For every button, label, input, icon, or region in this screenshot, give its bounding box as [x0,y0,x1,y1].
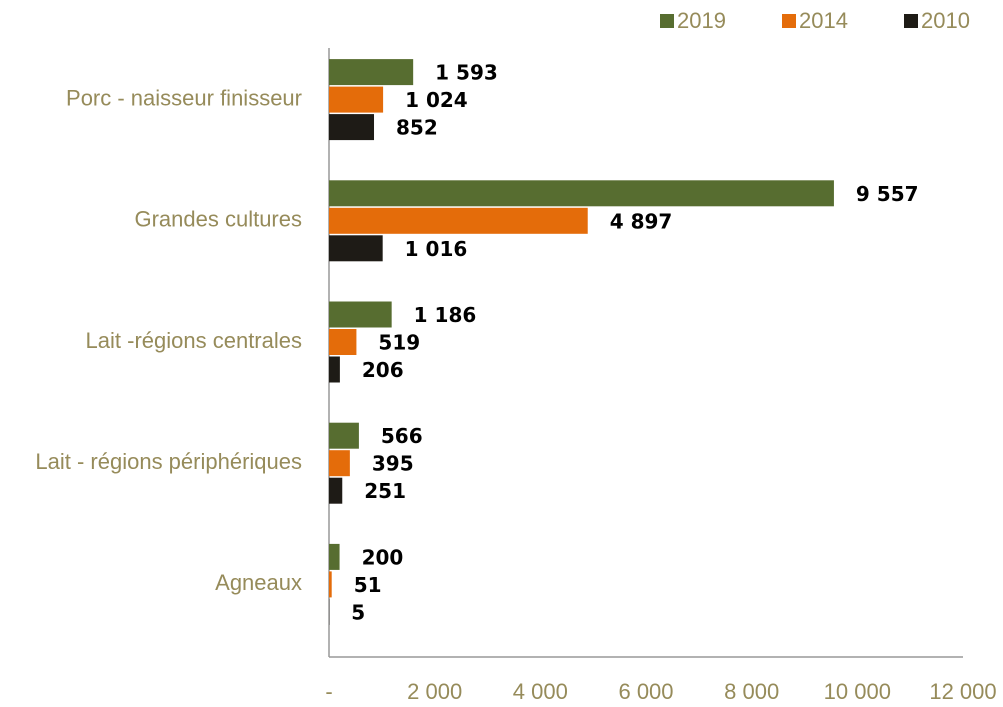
legend-swatch [782,14,796,28]
x-tick-label: 8 000 [724,679,779,704]
value-label: 206 [362,358,404,382]
x-tick-label: 4 000 [513,679,568,704]
category-label: Porc - naisseur finisseur [66,85,302,110]
x-tick-label: 10 000 [824,679,891,704]
legend-label: 2019 [677,8,726,33]
legend-swatch [660,14,674,28]
bar [329,450,350,477]
bar [329,329,357,355]
category-label: Lait -régions centrales [86,328,302,353]
x-tick-label: 2 000 [407,679,462,704]
legend-swatch [904,14,918,28]
category-label: Agneaux [215,570,302,595]
category-label: Lait - régions périphériques [35,449,302,474]
legend-label: 2014 [799,8,848,33]
value-label: 51 [354,573,382,597]
bar [329,543,340,570]
value-label: 1 186 [414,303,477,327]
value-label: 1 593 [435,61,498,85]
value-label: 9 557 [856,182,919,206]
value-label: 566 [381,424,423,448]
value-label: 200 [362,545,404,569]
bar [329,477,343,504]
value-label: 1 024 [405,88,468,112]
x-tick-label: - [325,679,332,704]
x-tick-label: 6 000 [618,679,673,704]
bar [329,114,375,141]
bar [329,571,332,598]
bar [329,59,414,86]
value-label: 4 897 [610,209,673,233]
value-label: 395 [372,452,414,476]
bar [329,235,383,262]
bar [329,207,588,234]
legend-label: 2010 [921,8,970,33]
category-label: Grandes cultures [134,207,302,232]
value-label: 519 [378,331,420,355]
bar [329,301,392,328]
value-label: 5 [351,600,365,624]
bar [329,180,834,207]
bar [329,422,359,449]
x-tick-label: 12 000 [929,679,996,704]
value-label: 1 016 [405,237,468,261]
bar [329,356,340,383]
bar [329,86,384,113]
value-label: 251 [364,479,406,503]
value-label: 852 [396,116,438,140]
